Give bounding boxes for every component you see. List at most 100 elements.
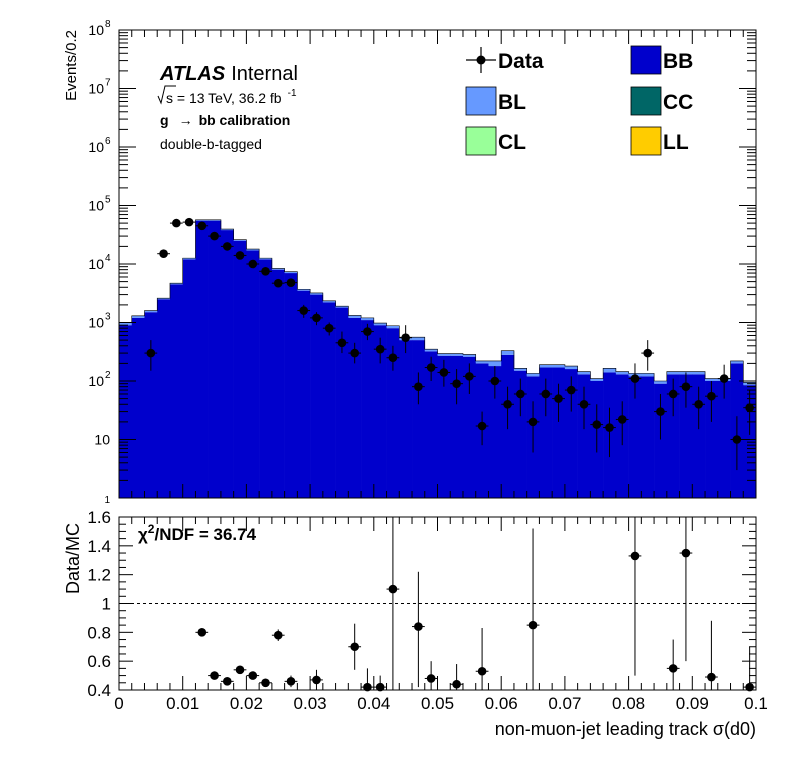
data-point (705, 381, 718, 422)
ratio-point (666, 639, 680, 690)
legend-entry-bl: BL (465, 86, 526, 116)
bar-bl (386, 325, 400, 329)
ratio-point (526, 528, 540, 690)
ratio-frame (118, 516, 757, 691)
x-tick-label: 0.06 (485, 694, 518, 713)
bar-bb (310, 294, 324, 498)
y-tick-label: 10 (88, 139, 104, 155)
ratio-point (424, 661, 438, 690)
x-tick-label: 0.02 (230, 694, 263, 713)
y-tick-label: 10 (88, 81, 104, 97)
bar-bl (284, 271, 298, 274)
bar-bb (386, 328, 400, 498)
data-point (590, 404, 604, 453)
bar-bb (361, 320, 375, 498)
chi2-label: χ2/NDF = 36.74 (138, 522, 257, 544)
bar-bl (208, 219, 222, 221)
bar-bl (131, 315, 145, 318)
bar-bl (462, 354, 477, 357)
bar-bb (259, 259, 273, 498)
bar-bl (348, 315, 362, 318)
ratio-y-tick-label: 1.2 (87, 566, 111, 585)
data-point (513, 378, 527, 417)
x-tick-label: 0.1 (744, 694, 768, 713)
bar-bb (705, 381, 719, 498)
bar-bl (310, 292, 324, 295)
data-point (335, 331, 349, 354)
x-tick-label: 0 (114, 694, 123, 713)
y-tick-label: 10 (88, 315, 104, 331)
bar-bl (450, 353, 464, 356)
ratio-point (271, 629, 285, 641)
ratio-point (233, 665, 247, 675)
stack-outline (119, 219, 756, 383)
data-point (717, 364, 731, 399)
x-tick-label: 0.09 (676, 694, 709, 713)
y-tick-label: 10 (88, 198, 104, 214)
y-tick-label: 10 (88, 256, 104, 272)
bar-bl (412, 337, 426, 341)
bar-bb (246, 250, 260, 498)
ratio-point (310, 669, 323, 690)
y-tick-label: 1 (104, 495, 110, 506)
data-point (552, 383, 565, 422)
stacked-histogram (119, 219, 757, 499)
ratio-y-tick-label: 1.6 (87, 508, 111, 527)
bar-bb (488, 366, 502, 498)
data-point (220, 242, 234, 251)
ratio-point (361, 668, 374, 692)
legend-entry-bb: BB (630, 45, 693, 75)
ratio-point (195, 628, 209, 637)
ratio-point (208, 671, 221, 680)
bar-bl (641, 373, 655, 377)
y-tick-label: 10 (94, 432, 110, 448)
data-point (399, 325, 413, 354)
legend-entry-cl: CL (465, 126, 526, 156)
bar-bb (373, 325, 387, 498)
bar-bl (564, 366, 578, 370)
data-point (488, 366, 502, 399)
y-tick-exponent: 7 (105, 78, 111, 89)
bar-bb (450, 355, 464, 498)
x-tick-label: 0.04 (357, 694, 390, 713)
svg-text:BB: BB (663, 50, 693, 73)
calibration-label: g → bb calibration (160, 112, 290, 128)
ratio-point (284, 675, 298, 688)
bar-bb (195, 220, 209, 498)
data-point (501, 386, 514, 430)
bar-bl (590, 378, 604, 381)
y-tick-exponent: 8 (105, 19, 111, 30)
bar-bb (233, 240, 247, 498)
data-point (577, 386, 591, 430)
x-tick-labels: 0 0.01 0.02 0.03 0.04 0.05 0.06 0.07 0.08 0.09 0.1 (114, 694, 768, 713)
bar-bl (424, 349, 438, 352)
data-point (654, 393, 667, 440)
y-axis-label-ratio: Data/MC (63, 523, 83, 594)
data-point (348, 342, 362, 364)
tagging-label: double-b-tagged (160, 136, 262, 152)
data-point (246, 259, 260, 269)
bar-bl (666, 371, 680, 375)
data-point (666, 378, 680, 417)
data-point (628, 363, 642, 399)
ratio-point (679, 517, 693, 662)
bar-bb (157, 299, 171, 498)
bar-bl (322, 300, 336, 303)
y-tick-exponent: 5 (105, 195, 111, 206)
y-tick-label: 10 (88, 373, 104, 389)
data-point (462, 363, 476, 394)
bar-bl (271, 268, 285, 270)
bar-bb (322, 302, 336, 498)
y-tick-exponent: 4 (105, 253, 111, 264)
bar-bl (692, 371, 706, 375)
bar-bb (641, 376, 655, 498)
bar-bb (131, 317, 145, 498)
data-points (144, 217, 756, 471)
bar-bb (297, 290, 311, 498)
data-point (271, 278, 285, 288)
data-point (233, 251, 247, 260)
y-tick-labels-ratio: 0.4 0.6 0.8 1 1.2 1.4 1.6 (87, 508, 111, 700)
